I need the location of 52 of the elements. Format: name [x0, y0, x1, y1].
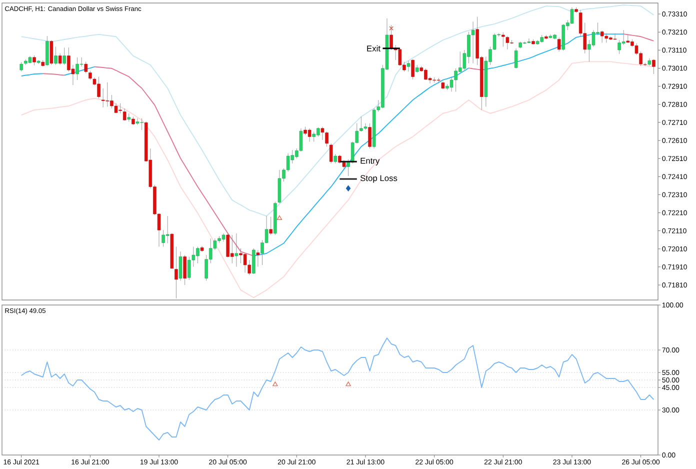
- candlestick: [32, 55, 36, 66]
- candlestick: [592, 30, 596, 47]
- candlestick: [101, 88, 105, 108]
- candlestick: [269, 216, 272, 236]
- candlestick: [46, 36, 49, 66]
- candlestick: [652, 59, 656, 74]
- candlestick: [329, 143, 333, 164]
- candlestick: [54, 46, 58, 66]
- point: [276, 215, 282, 220]
- candlestick: [527, 38, 531, 44]
- candlestick: [411, 59, 414, 80]
- candlestick: [278, 170, 282, 204]
- candlestick: [183, 254, 186, 286]
- candlestick: [50, 40, 54, 66]
- candlestick: [506, 36, 510, 50]
- candlestick: [62, 47, 66, 66]
- candlestick: [514, 48, 518, 69]
- candlestick: [136, 118, 140, 126]
- series-label: Stop Loss: [360, 175, 398, 183]
- candlestick: [20, 62, 23, 72]
- candlestick: [308, 128, 312, 142]
- candlestick: [502, 32, 505, 47]
- candlestick: [364, 123, 368, 130]
- candlestick: [252, 248, 256, 274]
- candlestick: [325, 131, 328, 147]
- candlestick: [613, 33, 617, 40]
- point: [346, 185, 351, 192]
- candlestick: [114, 103, 118, 114]
- candlestick: [122, 108, 126, 121]
- candlestick: [200, 246, 204, 252]
- candlestick: [243, 253, 247, 273]
- candlestick: [320, 126, 324, 140]
- candlestick: [84, 61, 88, 74]
- candlestick: [178, 251, 182, 281]
- candlestick: [557, 37, 561, 52]
- candlestick: [234, 233, 238, 267]
- candlestick: [88, 70, 92, 80]
- series-label: Exit: [367, 45, 380, 52]
- candlestick: [256, 250, 260, 267]
- candlestick: [390, 24, 393, 50]
- candlestick: [106, 82, 110, 107]
- candlestick: [406, 60, 410, 72]
- candlestick: [570, 7, 574, 24]
- candlestick: [368, 123, 372, 149]
- point: [389, 26, 394, 30]
- candlestick: [188, 256, 191, 280]
- candlestick: [334, 154, 337, 164]
- candlestick: [471, 21, 475, 64]
- candlestick: [600, 30, 604, 43]
- candlestick: [398, 48, 402, 66]
- series-label: Entry: [360, 158, 380, 166]
- candlestick: [58, 53, 62, 66]
